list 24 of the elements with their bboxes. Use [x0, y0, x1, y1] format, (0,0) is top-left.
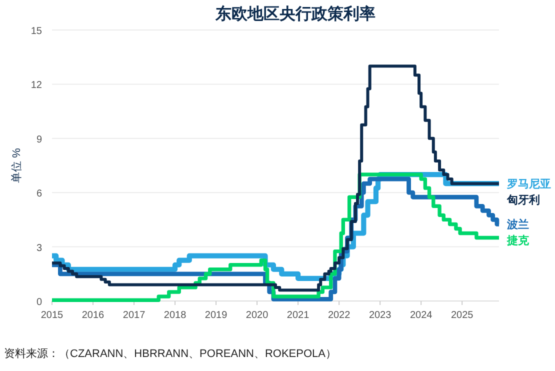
x-tick-label: 2015 — [40, 310, 64, 321]
x-tick-label: 2017 — [122, 310, 146, 321]
x-tick-label: 2016 — [82, 310, 105, 321]
x-tick-label: 2025 — [450, 310, 474, 321]
y-tick-label: 0 — [36, 297, 42, 308]
series-label: 捷克 — [506, 234, 530, 248]
y-tick-label: 6 — [36, 188, 42, 200]
x-tick-label: 2023 — [368, 310, 392, 321]
y-axis-title: 单位 % — [10, 148, 23, 183]
y-tick-label: 15 — [30, 26, 42, 37]
series-label: 匈牙利 — [506, 194, 540, 207]
y-tick-label: 3 — [36, 242, 42, 254]
series-label: 波兰 — [506, 218, 529, 232]
y-tick-label: 12 — [30, 80, 42, 92]
x-tick-label: 2020 — [246, 310, 269, 321]
series-label: 罗马尼亚 — [506, 178, 551, 191]
text: 资料来源：（CZARANN、HBRRANN、POREANN、ROKEPOLA） — [4, 347, 336, 360]
x-tick-label: 2022 — [328, 310, 351, 321]
y-tick-label: 9 — [36, 134, 42, 146]
x-tick-label: 2024 — [410, 310, 433, 321]
x-tick-label: 2019 — [204, 310, 228, 321]
chart-title: 东欧地区央行政策利率 — [214, 4, 376, 23]
x-tick-label: 2018 — [164, 310, 187, 321]
x-tick-label: 2021 — [286, 310, 310, 321]
